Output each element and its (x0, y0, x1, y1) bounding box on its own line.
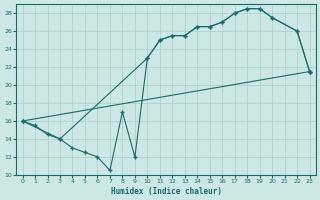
X-axis label: Humidex (Indice chaleur): Humidex (Indice chaleur) (111, 187, 221, 196)
